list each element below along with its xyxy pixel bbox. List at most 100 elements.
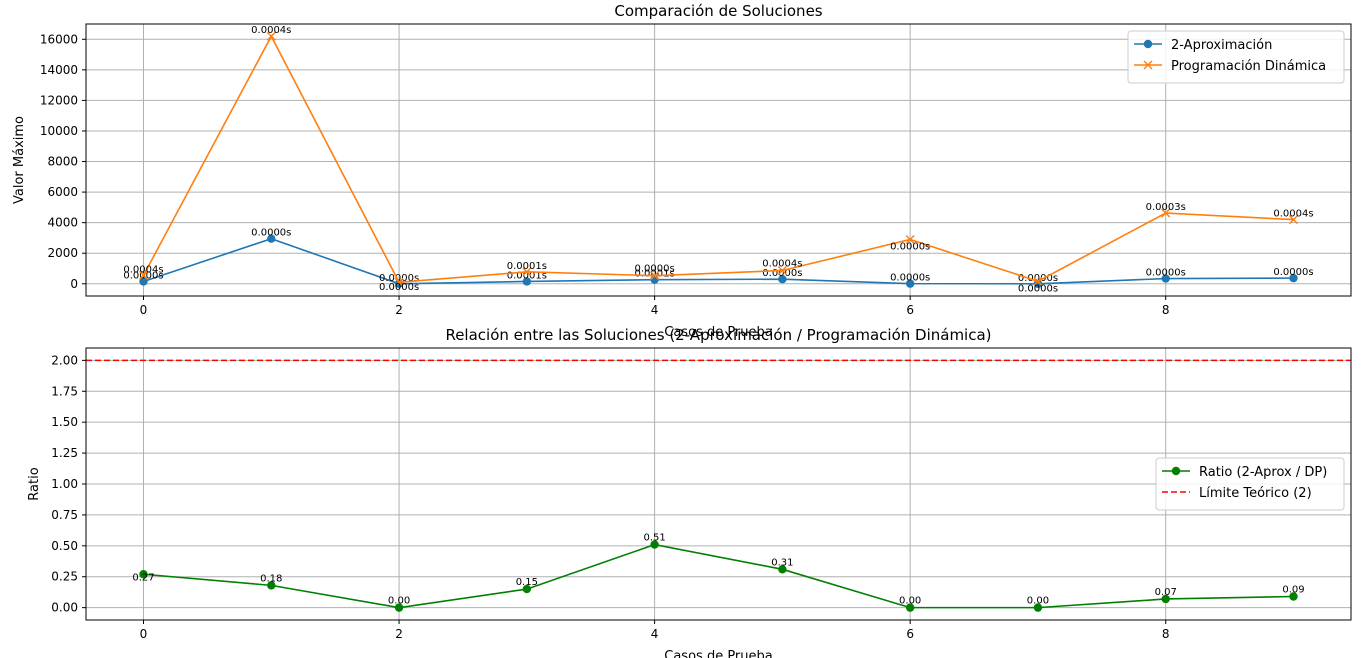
legend-label: 2-Aproximación bbox=[1171, 38, 1272, 53]
legend-marker bbox=[1143, 60, 1153, 70]
data-label: 0.0000s bbox=[635, 264, 675, 275]
data-label: 0.00 bbox=[899, 596, 921, 607]
y-tick-label: 16000 bbox=[40, 32, 78, 46]
data-label: 0.0001s bbox=[507, 261, 547, 272]
y-tick-label: 0.75 bbox=[51, 508, 78, 522]
marker-stroke bbox=[1161, 208, 1171, 218]
x-axis-label: Casos de Prueba bbox=[664, 325, 772, 340]
data-label: 0.0001s bbox=[507, 270, 547, 281]
data-point bbox=[394, 603, 404, 612]
data-label: 0.51 bbox=[643, 533, 665, 544]
data-point bbox=[267, 234, 276, 243]
y-tick-label: 1.50 bbox=[51, 415, 78, 429]
marker-stroke bbox=[1033, 276, 1043, 286]
x-tick-label: 0 bbox=[140, 303, 148, 317]
data-point bbox=[905, 279, 915, 288]
x-tick-label: 2 bbox=[395, 627, 403, 641]
series-line-1 bbox=[143, 543, 1294, 609]
marker-stroke bbox=[139, 270, 148, 280]
data-label: 0.27 bbox=[132, 572, 154, 583]
y-tick-label: 12000 bbox=[40, 93, 78, 107]
legend: Ratio (2-Aprox / DP) Límite Teórico (2) bbox=[1155, 457, 1345, 511]
marker-stroke bbox=[905, 234, 915, 244]
y-tick-label: 4000 bbox=[47, 216, 78, 230]
y-tick-label: 10000 bbox=[40, 124, 78, 138]
data-label: 0.15 bbox=[516, 577, 538, 588]
legend-label: Ratio (2-Aprox / DP) bbox=[1199, 465, 1327, 480]
legend-box bbox=[1127, 30, 1345, 84]
data-label: 0.0000s bbox=[251, 228, 291, 239]
data-point bbox=[1289, 592, 1298, 601]
data-point bbox=[778, 565, 787, 574]
plot-frame bbox=[85, 23, 1352, 297]
data-point-x-marker bbox=[905, 234, 915, 244]
x-tick-label: 8 bbox=[1162, 627, 1170, 641]
marker-stroke bbox=[777, 265, 787, 275]
data-point bbox=[139, 277, 148, 286]
y-axis-label: Ratio bbox=[27, 467, 42, 500]
chart-title: Relación entre las Soluciones (2-Aproxim… bbox=[445, 326, 991, 344]
data-point-x-marker bbox=[1033, 276, 1043, 286]
x-tick-label: 0 bbox=[140, 627, 148, 641]
y-tick-label: 0.25 bbox=[51, 570, 78, 584]
data-label: 0.31 bbox=[771, 557, 793, 568]
legend-marker bbox=[1171, 466, 1181, 476]
data-label: 0.07 bbox=[1155, 587, 1177, 598]
data-point-x-marker bbox=[1289, 215, 1298, 225]
y-tick-label: 0.00 bbox=[51, 601, 78, 615]
data-label: 0.0000s bbox=[1146, 268, 1186, 279]
marker-stroke bbox=[394, 277, 404, 287]
data-label: 0.0003s bbox=[1146, 202, 1186, 213]
legend: 2-Aproximación Programación Dinámica bbox=[1127, 30, 1345, 84]
data-label: 0.00 bbox=[388, 596, 410, 607]
data-point-x-marker bbox=[394, 277, 404, 287]
marker-stroke bbox=[266, 31, 276, 41]
legend-box bbox=[1155, 457, 1345, 511]
data-label: 0.0000s bbox=[890, 273, 930, 284]
marker-stroke bbox=[650, 271, 660, 281]
x-tick-label: 4 bbox=[651, 303, 659, 317]
data-point-x-marker bbox=[266, 31, 276, 41]
data-point bbox=[650, 540, 659, 549]
y-tick-label: 1.00 bbox=[51, 477, 78, 491]
data-label: 0.0000s bbox=[379, 273, 419, 284]
legend-label: Límite Teórico (2) bbox=[1199, 486, 1312, 501]
data-label: 0.0000s bbox=[1018, 273, 1058, 284]
y-tick-label: 14000 bbox=[40, 63, 78, 77]
data-label: 0.0000s bbox=[1018, 283, 1058, 294]
data-point-x-marker bbox=[139, 270, 148, 280]
y-tick-label: 0 bbox=[70, 277, 78, 291]
data-point bbox=[778, 274, 787, 284]
data-label: 0.0004s bbox=[1273, 209, 1313, 220]
data-label: 0.09 bbox=[1282, 585, 1304, 596]
marker-stroke bbox=[1289, 215, 1298, 225]
data-label: 0.0000s bbox=[1273, 267, 1313, 278]
y-tick-label: 2000 bbox=[47, 246, 78, 260]
data-point bbox=[905, 603, 915, 612]
data-label: 0.0004s bbox=[123, 264, 163, 275]
chart-1: 0.0000s0.0000s0.0000s0.0001s0.0001s0.000… bbox=[12, 2, 1352, 340]
data-label: 0.00 bbox=[1027, 596, 1049, 607]
y-tick-label: 6000 bbox=[47, 185, 78, 199]
legend-label: Programación Dinámica bbox=[1171, 59, 1326, 74]
marker-stroke bbox=[522, 267, 532, 277]
data-point-x-marker bbox=[522, 267, 532, 277]
data-point-x-marker bbox=[777, 265, 787, 275]
data-point-x-marker bbox=[650, 271, 660, 281]
data-point bbox=[267, 581, 276, 590]
y-tick-label: 0.50 bbox=[51, 539, 78, 553]
x-tick-label: 4 bbox=[651, 627, 659, 641]
y-tick-label: 8000 bbox=[47, 155, 78, 169]
data-label: 0.0000s bbox=[762, 268, 802, 279]
legend-marker bbox=[1143, 39, 1153, 49]
data-point bbox=[1289, 273, 1298, 283]
data-label: 0.18 bbox=[260, 573, 282, 584]
y-tick-label: 1.25 bbox=[51, 446, 78, 460]
y-tick-label: 1.75 bbox=[51, 384, 78, 398]
x-axis-label: Casos de Prueba bbox=[664, 649, 772, 658]
data-point bbox=[522, 277, 532, 286]
data-label: 0.0000s bbox=[890, 241, 930, 252]
data-point bbox=[1033, 279, 1043, 288]
data-point-x-marker bbox=[1161, 208, 1171, 218]
